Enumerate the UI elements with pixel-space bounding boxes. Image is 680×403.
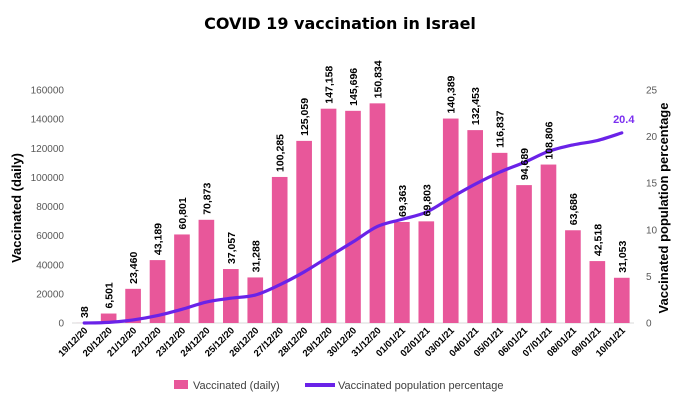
- y-axis-left-label: Vaccinated (daily): [9, 153, 24, 263]
- bar: [491, 152, 508, 323]
- y-tick-left-label: 120000: [31, 144, 65, 155]
- bar: [174, 234, 190, 323]
- bar: [589, 261, 606, 323]
- bar-data-label: 23,460: [128, 252, 140, 284]
- bar-data-labels: 38 6,501 23,460 43,189 60,801 70,873 37,057 31,…: [79, 60, 629, 318]
- bar-data-label: 69,363: [397, 185, 409, 217]
- y-tick-left-label: 20000: [36, 289, 64, 300]
- bar: [296, 140, 312, 323]
- bar-data-label: 147,158: [324, 66, 336, 104]
- bar: [418, 221, 435, 323]
- bar: [320, 108, 337, 323]
- bar-data-label: 108,806: [543, 121, 555, 159]
- legend-label-line: Vaccinated population percentage: [338, 380, 504, 392]
- bar-data-label: 150,834: [372, 60, 384, 98]
- bar-data-label: 132,453: [470, 87, 482, 125]
- bar-data-label: 70,873: [201, 183, 213, 215]
- bar-data-label: 69,803: [421, 184, 433, 216]
- bar-data-label: 38: [79, 306, 91, 318]
- bar: [271, 176, 288, 323]
- bar-data-label: 145,696: [348, 68, 360, 106]
- legend: Vaccinated (daily) Vaccinated population…: [174, 380, 504, 392]
- y-tick-right-label: 15: [646, 179, 658, 190]
- bar-data-label: 60,801: [177, 197, 189, 229]
- bar-data-label: 37,057: [226, 232, 238, 264]
- bar: [394, 221, 410, 323]
- bar: [565, 230, 581, 323]
- y-tick-left-label: 100000: [31, 173, 65, 184]
- y-tick-right-label: 20: [646, 132, 658, 143]
- legend-swatch-bar: [174, 380, 188, 389]
- line-series: 20.4: [82, 114, 635, 325]
- y-axis-right: 0 5 10 15 20 25: [646, 86, 658, 330]
- bar-data-label: 100,285: [275, 134, 287, 172]
- bar-series: [76, 103, 630, 323]
- bar: [223, 269, 239, 323]
- bar-data-label: 31,288: [250, 240, 262, 272]
- y-tick-left-label: 160000: [31, 86, 65, 97]
- y-tick-left-label: 80000: [36, 202, 64, 213]
- bar: [516, 185, 532, 323]
- bar-data-label: 140,389: [446, 75, 458, 113]
- bar: [540, 164, 557, 323]
- bar-data-label: 31,053: [617, 241, 629, 273]
- y-tick-right-label: 5: [646, 272, 652, 283]
- bar: [247, 277, 264, 323]
- chart-title: COVID 19 vaccination in Israel: [204, 14, 476, 33]
- bar-data-label: 94,689: [519, 148, 531, 180]
- bar-data-label: 125,059: [299, 98, 311, 136]
- bar: [345, 110, 361, 323]
- bar-data-label: 42,518: [592, 224, 604, 256]
- y-tick-left-label: 140000: [31, 115, 65, 126]
- line-series-path: [82, 131, 624, 325]
- bar-data-label: 43,189: [153, 223, 165, 255]
- y-tick-right-label: 10: [646, 225, 658, 236]
- bar: [149, 260, 166, 323]
- y-axis-left: 0 20000 40000 60000 80000 100000 120000 140000 1…: [31, 86, 65, 330]
- y-tick-left-label: 40000: [36, 260, 64, 271]
- y-tick-right-label: 25: [646, 86, 658, 97]
- bar-data-label: 63,686: [568, 193, 580, 225]
- line-end-data-label: 20.4: [613, 114, 635, 126]
- bar: [100, 313, 117, 323]
- bar: [125, 288, 141, 323]
- bar-data-label: 6,501: [104, 282, 116, 308]
- bar: [369, 103, 386, 323]
- y-tick-left-label: 0: [58, 319, 64, 330]
- bar: [467, 130, 483, 323]
- legend-label-bar: Vaccinated (daily): [193, 380, 280, 392]
- y-tick-left-label: 60000: [36, 231, 64, 242]
- bar: [613, 277, 630, 323]
- y-tick-right-label: 0: [646, 319, 652, 330]
- bar-data-label: 116,837: [495, 110, 507, 148]
- bar: [442, 118, 459, 323]
- bar: [198, 219, 215, 323]
- y-axis-right-label: Vaccinated population percentage: [656, 103, 671, 314]
- x-axis: 19/12/2020/12/2021/12/2022/12/2023/12/20…: [56, 325, 628, 359]
